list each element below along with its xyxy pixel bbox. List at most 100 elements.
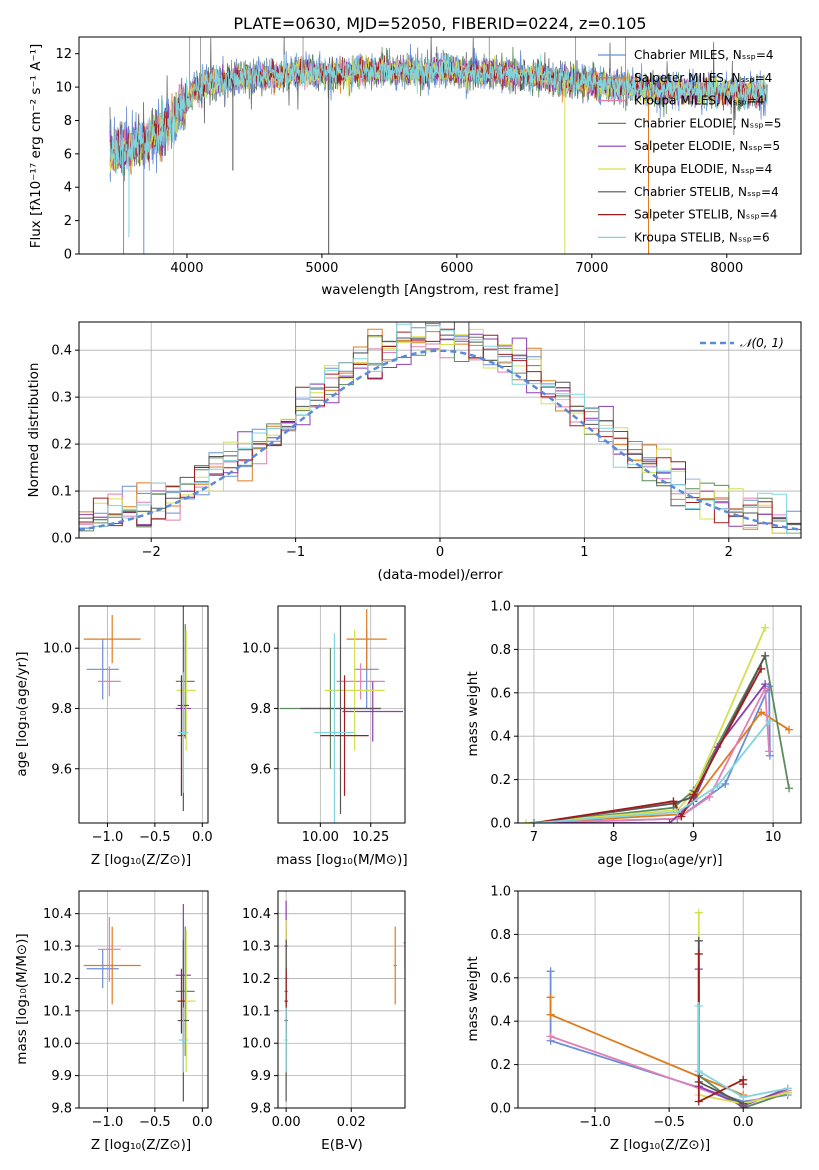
p-mz-grid <box>79 891 208 1109</box>
p-wz-xtick-label: −0.5 <box>653 1115 685 1130</box>
p-agem-ytick-label: 9.8 <box>250 702 271 717</box>
spectrum-legend-label: Chabrier STELIB, Nₛₛₚ=4 <box>634 185 779 199</box>
p-wage-series-0 <box>533 685 771 823</box>
p-agez-ytick-label: 9.8 <box>51 702 72 717</box>
mass-vs-ebv-panel: E(B-V) 0.00 0.02 9.8 9.9 10.0 10.1 10.2 10.3 10.… <box>242 890 406 1153</box>
p-wage-marker <box>761 680 770 689</box>
weight-vs-z-ylabel: mass weight <box>465 956 481 1041</box>
spectrum-ytick-label: 10 <box>55 81 72 96</box>
p-mz-xtick-label: −0.5 <box>139 1115 171 1130</box>
p-mebv-xtick-label: 0.02 <box>337 1115 366 1130</box>
residual-yticks: 0.0 0.1 0.2 0.3 0.4 <box>51 344 79 547</box>
spectrum-yticks: 0 2 4 6 8 10 12 <box>55 47 79 263</box>
p-mebv-ytick-label: 10.0 <box>242 1037 271 1052</box>
p-wage-marker <box>785 784 794 793</box>
p-wage-marker <box>721 779 730 788</box>
p-agem-marks <box>280 606 403 823</box>
residual-xtick-label: 0 <box>436 545 444 560</box>
p-wage-series-6 <box>533 655 766 823</box>
p-wage-marker <box>765 747 774 756</box>
weight-vs-z-xlabel: Z [log₁₀(Z/Z⊙)] <box>610 1137 710 1153</box>
p-wz-ytick-label: 1.0 <box>490 885 511 900</box>
p-wage-marker <box>785 725 794 734</box>
residual-ytick-label: 0.1 <box>51 485 72 500</box>
p-agez-ytick-label: 10.0 <box>43 642 72 657</box>
p-mz-ytick-label: 9.9 <box>51 1069 72 1084</box>
p-wage-series-3 <box>533 653 790 823</box>
p-mebv-ytick-label: 9.8 <box>250 1102 271 1117</box>
residual-plot <box>78 322 802 534</box>
p-mebv-ytick-label: 9.9 <box>250 1069 271 1084</box>
p-wage-marker <box>677 812 686 821</box>
residual-ytick-label: 0.2 <box>51 438 72 453</box>
spectrum-xtick-label: 8000 <box>710 261 743 276</box>
spectrum-xtick-label: 4000 <box>170 261 203 276</box>
p-wz-marker <box>694 1097 703 1106</box>
p-wz-xtick-label: −1.0 <box>579 1115 611 1130</box>
spectrum-panel: PLATE=0630, MJD=52050, FIBERID=0224, z=0… <box>28 14 802 298</box>
p-wage-frame <box>517 605 802 824</box>
spectrum-xticks: 4000 5000 6000 7000 8000 <box>170 254 743 276</box>
p-wage-marker <box>761 623 770 632</box>
p-wage-xtick-label: 7 <box>530 830 538 845</box>
p-wage-xtick-label: 8 <box>610 830 618 845</box>
spectrum-xtick-label: 6000 <box>440 261 473 276</box>
residual-ytick-label: 0.3 <box>51 391 72 406</box>
p-agez-xtick-label: −0.5 <box>139 830 171 845</box>
p-wz-marker <box>546 993 555 1002</box>
p-wz-marker <box>739 1093 748 1102</box>
p-agez-xtick-label: 0.0 <box>192 830 213 845</box>
p-wage-marker <box>669 797 678 806</box>
weight-vs-z-panel: Z [log₁₀(Z/Z⊙)] mass weight −1.0 −0.5 0.0 0… <box>465 885 802 1153</box>
p-wz-ytick-label: 0.4 <box>490 1015 511 1030</box>
p-wage-marker <box>521 819 530 823</box>
spectrum-ytick-label: 4 <box>64 181 72 196</box>
p-wage-series-5 <box>525 627 766 823</box>
p-wage-marker <box>757 708 766 717</box>
p-agem-ytick-label: 10.0 <box>242 642 271 657</box>
p-agem-xtick-label: 10.25 <box>352 830 389 845</box>
p-wz-marker <box>694 936 703 945</box>
p-mz-ytick-label: 10.2 <box>43 972 72 987</box>
spectrum-ytick-label: 6 <box>64 147 72 162</box>
p-wage-marker <box>765 717 774 726</box>
p-wz-ytick-label: 0.6 <box>490 971 511 986</box>
p-wz-marker <box>694 1002 703 1011</box>
age-vs-z-xlabel: Z [log₁₀(Z/Z⊙)] <box>91 852 191 868</box>
age-vs-z-panel: Z [log₁₀(Z/Z⊙)] age [log₁₀(age/yr)] −1.0… <box>14 605 213 868</box>
spectrum-xlabel: wavelength [Angstrom, rest frame] <box>321 282 559 298</box>
p-mebv-marks <box>284 900 405 1102</box>
mass-vs-z-xlabel: Z [log₁₀(Z/Z⊙)] <box>91 1137 191 1153</box>
p-mebv-frame <box>277 890 406 1109</box>
p-wage-marks <box>521 623 794 823</box>
p-wz-ytick-label: 0.0 <box>490 1102 511 1117</box>
p-wz-marker <box>694 1067 703 1076</box>
spectrum-legend-label: Salpeter MILES, Nₛₛₚ=4 <box>634 71 772 85</box>
p-wage-ytick-label: 0.0 <box>490 817 511 832</box>
spectrum-legend-label: Chabrier MILES, Nₛₛₚ=4 <box>634 48 774 62</box>
spectrum-legend: Chabrier MILES, Nₛₛₚ=4 Salpeter MILES, Nₛ… <box>598 48 781 244</box>
p-agem-frame <box>277 605 406 824</box>
p-wage-xtick-label: 9 <box>689 830 697 845</box>
p-wage-ytick-label: 1.0 <box>490 600 511 615</box>
p-agem-ytick-label: 9.6 <box>250 762 271 777</box>
weight-vs-age-ylabel: mass weight <box>465 671 481 756</box>
gaussian-curve <box>78 349 802 532</box>
p-wz-ytick-label: 0.8 <box>490 928 511 943</box>
residual-xlabel: (data-model)/error <box>377 567 503 583</box>
p-wz-series-8 <box>697 1006 788 1099</box>
p-mz-marks <box>83 903 196 1102</box>
p-wage-marker <box>713 782 722 791</box>
p-wage-ytick-label: 0.6 <box>490 686 511 701</box>
p-wage-series-7 <box>533 668 762 823</box>
spectrum-ylabel: Flux [fλ10⁻¹⁷ erg cm⁻² s⁻¹ A⁻¹] <box>28 44 44 249</box>
spectrum-legend-label: Kroupa MILES, Nₛₛₚ=4 <box>634 94 764 108</box>
p-wage-series-8 <box>533 720 770 823</box>
p-agez-marks <box>83 606 196 811</box>
residual-xtick-label: 1 <box>580 545 588 560</box>
p-mz-xtick-label: −1.0 <box>92 1115 124 1130</box>
spectrum-xtick-label: 5000 <box>305 261 338 276</box>
p-wage-marker <box>673 808 682 817</box>
spectrum-xtick-label: 7000 <box>575 261 608 276</box>
p-wage-marker <box>665 819 674 823</box>
